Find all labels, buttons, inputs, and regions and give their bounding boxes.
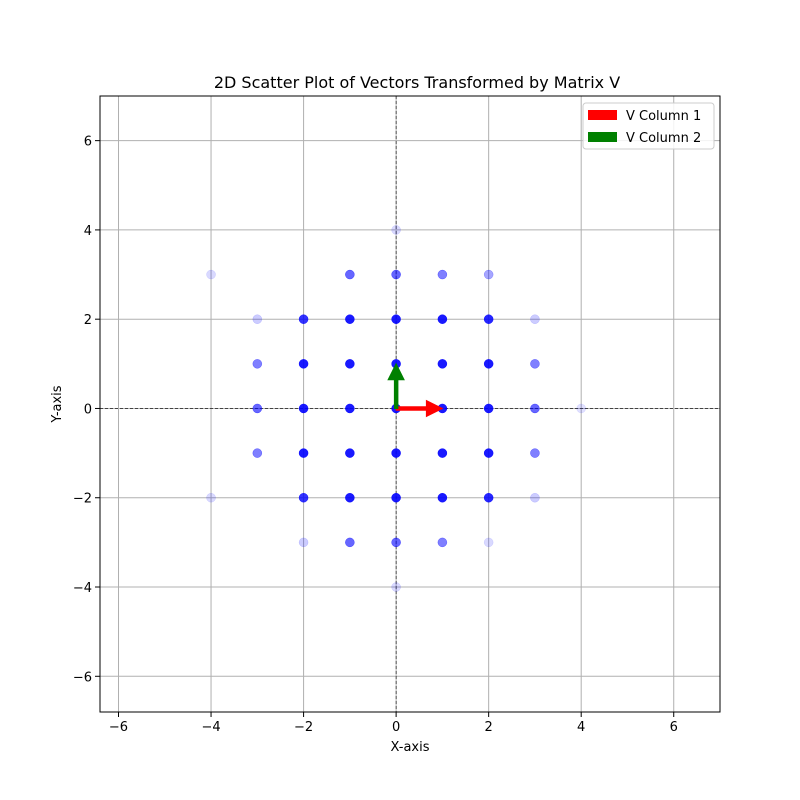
- scatter-point: [437, 448, 448, 458]
- scatter-point: [437, 537, 448, 548]
- scatter-point: [483, 359, 494, 369]
- scatter-point: [483, 537, 494, 548]
- scatter-point: [483, 403, 494, 414]
- scatter-point: [530, 448, 540, 458]
- scatter-point: [437, 359, 448, 369]
- x-tick-label: −2: [294, 720, 313, 735]
- x-tick-label: 4: [577, 720, 585, 735]
- scatter-point: [206, 269, 216, 280]
- scatter-point: [345, 537, 355, 548]
- scatter-point: [345, 492, 355, 503]
- scatter-point: [298, 314, 309, 324]
- scatter-point: [252, 448, 263, 458]
- scatter-point: [298, 448, 309, 458]
- plot-frame: [99, 95, 721, 713]
- vector-arrow: [395, 399, 444, 418]
- scatter-point: [298, 492, 309, 503]
- y-tick-label: 6: [84, 135, 92, 150]
- scatter-point: [298, 403, 309, 414]
- x-axis-label: X-axis: [391, 740, 430, 755]
- scatter-point: [345, 448, 355, 458]
- scatter-point: [530, 492, 540, 503]
- vector-arrow: [387, 362, 405, 409]
- legend-label: V Column 1: [626, 109, 701, 124]
- scatter-point: [437, 269, 448, 280]
- scatter-point: [345, 314, 355, 324]
- legend-swatch: [588, 110, 617, 120]
- scatter-point: [391, 492, 401, 503]
- scatter-point: [530, 359, 540, 369]
- scatter-point: [252, 403, 263, 414]
- scatter-point: [345, 403, 355, 414]
- scatter-point: [345, 359, 355, 369]
- basis-vectors: [387, 362, 444, 418]
- legend-swatch: [588, 132, 617, 142]
- scatter-point: [391, 537, 401, 548]
- x-tick-label: −4: [201, 720, 220, 735]
- scatter-point: [483, 448, 494, 458]
- y-tick-label: −6: [73, 670, 92, 685]
- scatter-point: [298, 537, 309, 548]
- scatter-point: [345, 269, 355, 280]
- scatter-point: [252, 359, 263, 369]
- chart-title: 2D Scatter Plot of Vectors Transformed b…: [214, 73, 620, 92]
- scatter-point: [391, 582, 401, 592]
- scatter-point: [391, 269, 401, 280]
- scatter-point: [530, 403, 540, 414]
- x-tick-label: −6: [109, 720, 128, 735]
- y-axis-label: Y-axis: [50, 385, 65, 423]
- legend: V Column 1 V Column 2: [582, 102, 715, 150]
- scatter-point: [437, 492, 448, 503]
- scatter-point: [483, 492, 494, 503]
- grid: [100, 96, 720, 712]
- y-tick-label: −4: [73, 581, 92, 596]
- y-tick-label: 2: [84, 313, 92, 328]
- y-tick-label: 0: [84, 402, 92, 417]
- scatter-point: [391, 448, 401, 458]
- x-tick-label: 2: [485, 720, 493, 735]
- scatter-point: [298, 359, 309, 369]
- scatter-point: [391, 225, 401, 235]
- data-points: [206, 225, 586, 592]
- legend-label: V Column 2: [626, 131, 701, 146]
- scatter-point: [483, 269, 494, 280]
- scatter-point: [252, 314, 263, 324]
- axis-ticks: −6 −4 −2 0 2 4 6 −6 −4 −2 0 2 4 6: [73, 135, 678, 735]
- scatter-point: [437, 314, 448, 324]
- x-tick-label: 6: [670, 720, 678, 735]
- scatter-point: [206, 492, 216, 503]
- scatter-point: [530, 314, 540, 324]
- y-tick-label: 4: [84, 224, 92, 239]
- x-tick-label: 0: [392, 720, 400, 735]
- y-tick-label: −2: [73, 492, 92, 507]
- zero-lines: [100, 96, 720, 712]
- scatter-point: [391, 314, 401, 324]
- scatter-point: [483, 314, 494, 324]
- scatter-point: [576, 403, 586, 414]
